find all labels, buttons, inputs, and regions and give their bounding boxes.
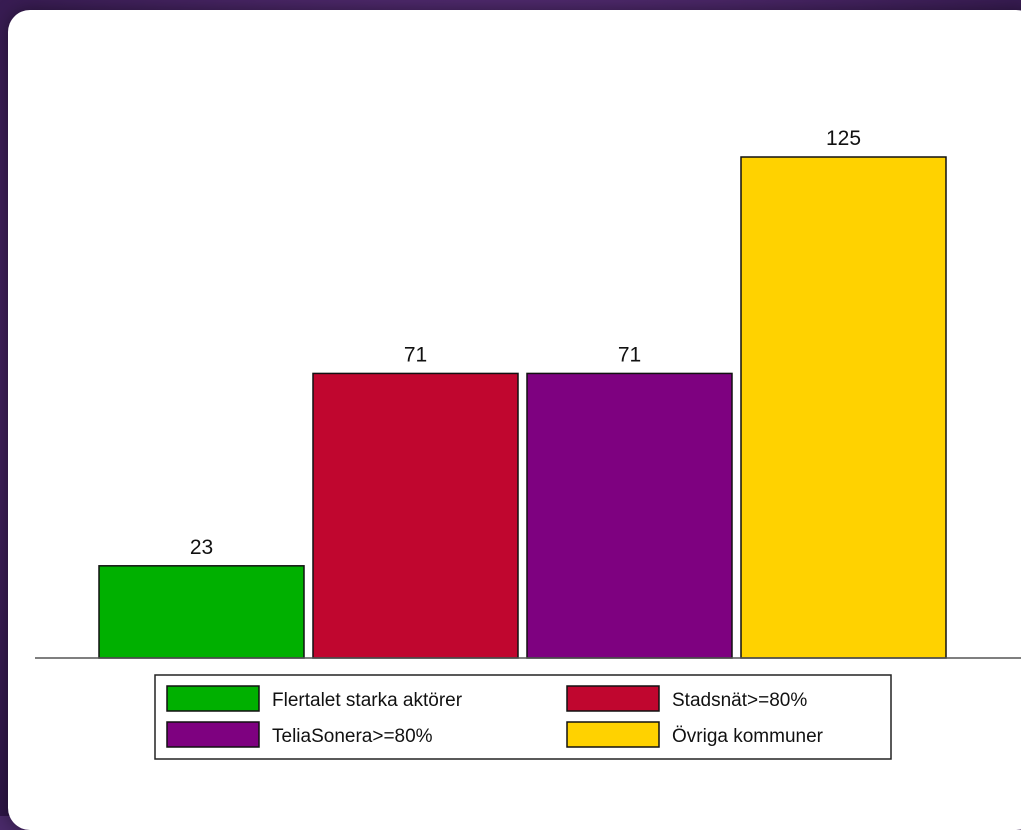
bar-3 [740, 156, 947, 659]
legend-swatch-2 [166, 721, 260, 748]
data-label-2: 71 [618, 343, 641, 366]
data-label-3: 125 [826, 127, 861, 150]
legend-label-3: Övriga kommuner [672, 726, 824, 747]
legend-swatch-3 [566, 721, 660, 748]
legend-label-2: TeliaSonera>=80% [272, 726, 433, 747]
data-label-0: 23 [190, 536, 213, 559]
legend-swatch-0 [166, 685, 260, 712]
bar-1 [312, 372, 519, 659]
bar-0 [98, 565, 305, 659]
bar-2 [526, 372, 733, 659]
legend: Flertalet starka aktörer Stadsnät>=80% T… [154, 674, 892, 760]
bar-group [98, 156, 947, 659]
legend-label-1: Stadsnät>=80% [672, 690, 807, 711]
data-label-group: 23 71 71 125 [190, 127, 861, 559]
legend-label-0: Flertalet starka aktörer [272, 690, 463, 711]
legend-swatch-1 [566, 685, 660, 712]
legend-box [154, 674, 892, 760]
data-label-1: 71 [404, 343, 427, 366]
